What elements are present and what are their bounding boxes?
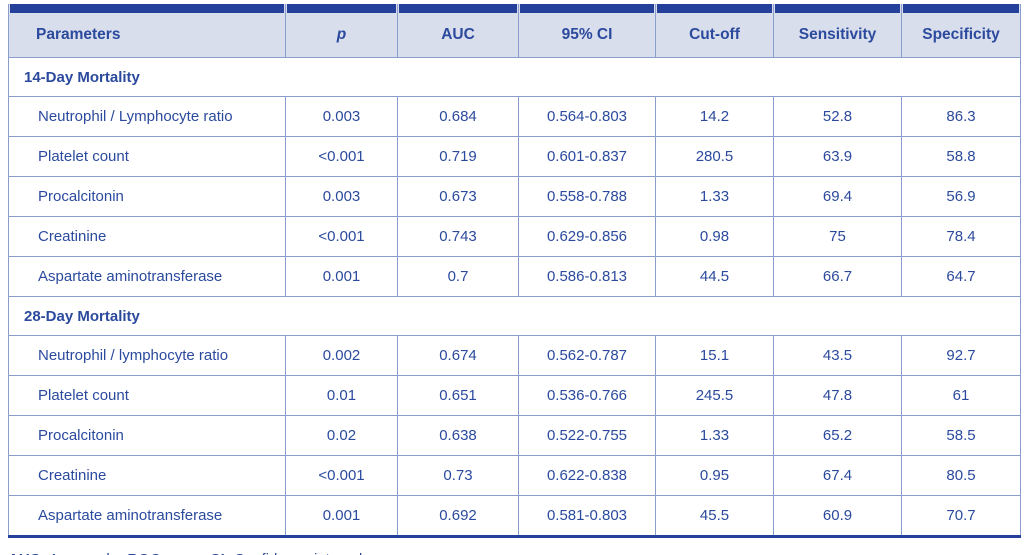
cell-sensitivity: 69.4 [773, 176, 902, 217]
header-cutoff: Cut-off [655, 4, 774, 58]
cell-cutoff: 15.1 [655, 335, 774, 376]
cell-p: 0.001 [285, 256, 398, 297]
cell-sensitivity: 60.9 [773, 495, 902, 537]
section-row-28-day: 28-Day Mortality [8, 296, 1021, 336]
cell-ci: 0.536-0.766 [518, 375, 656, 416]
table-row: Procalcitonin 0.02 0.638 0.522-0.755 1.3… [8, 415, 1021, 456]
cell-auc: 0.673 [397, 176, 519, 217]
cell-cutoff: 45.5 [655, 495, 774, 537]
table-footnote: AUC: Area under ROC curve, CI: Confidenc… [8, 551, 1024, 555]
cell-sensitivity: 75 [773, 216, 902, 257]
cell-specificity: 58.5 [901, 415, 1021, 456]
table-row: Creatinine <0.001 0.743 0.629-0.856 0.98… [8, 216, 1021, 257]
header-p-value: p [285, 4, 398, 58]
footnote-abbr-auc: AUC: [8, 551, 46, 555]
cell-auc: 0.73 [397, 455, 519, 496]
cell-p: <0.001 [285, 136, 398, 177]
cell-auc: 0.743 [397, 216, 519, 257]
cell-cutoff: 0.95 [655, 455, 774, 496]
cell-p: 0.003 [285, 96, 398, 137]
cell-parameter: Creatinine [8, 216, 286, 257]
cell-auc: 0.692 [397, 495, 519, 537]
footnote-def-ci: Confidence interval. [234, 551, 367, 555]
cell-p: 0.003 [285, 176, 398, 217]
cell-sensitivity: 47.8 [773, 375, 902, 416]
cell-ci: 0.586-0.813 [518, 256, 656, 297]
cell-sensitivity: 63.9 [773, 136, 902, 177]
cell-cutoff: 44.5 [655, 256, 774, 297]
cell-parameter: Procalcitonin [8, 415, 286, 456]
cell-parameter: Aspartate aminotransferase [8, 256, 286, 297]
cell-specificity: 58.8 [901, 136, 1021, 177]
footnote-def-auc: Area under ROC curve, [49, 551, 206, 555]
section-title: 28-Day Mortality [8, 296, 1021, 336]
cell-specificity: 64.7 [901, 256, 1021, 297]
header-specificity: Specificity [901, 4, 1021, 58]
table-row: Creatinine <0.001 0.73 0.622-0.838 0.95 … [8, 455, 1021, 496]
header-parameters: Parameters [8, 4, 286, 58]
cell-p: <0.001 [285, 455, 398, 496]
cell-cutoff: 245.5 [655, 375, 774, 416]
cell-specificity: 56.9 [901, 176, 1021, 217]
cell-p: <0.001 [285, 216, 398, 257]
cell-specificity: 70.7 [901, 495, 1021, 537]
table-row: Platelet count 0.01 0.651 0.536-0.766 24… [8, 375, 1021, 416]
cell-parameter: Neutrophil / Lymphocyte ratio [8, 96, 286, 137]
cell-parameter: Creatinine [8, 455, 286, 496]
cell-parameter: Procalcitonin [8, 176, 286, 217]
header-sensitivity: Sensitivity [773, 4, 902, 58]
table-row: Platelet count <0.001 0.719 0.601-0.837 … [8, 136, 1021, 177]
table-row: Neutrophil / Lymphocyte ratio 0.003 0.68… [8, 96, 1021, 137]
table-row: Procalcitonin 0.003 0.673 0.558-0.788 1.… [8, 176, 1021, 217]
header-auc: AUC [397, 4, 519, 58]
cell-p: 0.01 [285, 375, 398, 416]
table-row: Aspartate aminotransferase 0.001 0.692 0… [8, 495, 1021, 537]
cell-ci: 0.522-0.755 [518, 415, 656, 456]
cell-parameter: Aspartate aminotransferase [8, 495, 286, 537]
cell-specificity: 86.3 [901, 96, 1021, 137]
cell-p: 0.002 [285, 335, 398, 376]
cell-auc: 0.7 [397, 256, 519, 297]
cell-specificity: 80.5 [901, 455, 1021, 496]
roc-analysis-table: Parameters p AUC 95% CI Cut-off Sensitiv… [8, 4, 1021, 538]
section-title: 14-Day Mortality [8, 57, 1021, 97]
cell-sensitivity: 43.5 [773, 335, 902, 376]
cell-ci: 0.622-0.838 [518, 455, 656, 496]
cell-ci: 0.629-0.856 [518, 216, 656, 257]
cell-p: 0.02 [285, 415, 398, 456]
cell-parameter: Platelet count [8, 136, 286, 177]
cell-sensitivity: 65.2 [773, 415, 902, 456]
cell-auc: 0.684 [397, 96, 519, 137]
cell-specificity: 78.4 [901, 216, 1021, 257]
cell-auc: 0.638 [397, 415, 519, 456]
cell-auc: 0.651 [397, 375, 519, 416]
cell-ci: 0.601-0.837 [518, 136, 656, 177]
cell-auc: 0.674 [397, 335, 519, 376]
cell-cutoff: 1.33 [655, 415, 774, 456]
cell-ci: 0.581-0.803 [518, 495, 656, 537]
cell-auc: 0.719 [397, 136, 519, 177]
cell-p: 0.001 [285, 495, 398, 537]
cell-cutoff: 280.5 [655, 136, 774, 177]
header-95ci: 95% CI [518, 4, 656, 58]
section-row-14-day: 14-Day Mortality [8, 57, 1021, 97]
cell-ci: 0.558-0.788 [518, 176, 656, 217]
cell-ci: 0.562-0.787 [518, 335, 656, 376]
cell-sensitivity: 66.7 [773, 256, 902, 297]
cell-parameter: Neutrophil / lymphocyte ratio [8, 335, 286, 376]
cell-ci: 0.564-0.803 [518, 96, 656, 137]
cell-cutoff: 14.2 [655, 96, 774, 137]
cell-parameter: Platelet count [8, 375, 286, 416]
cell-specificity: 61 [901, 375, 1021, 416]
table-row: Neutrophil / lymphocyte ratio 0.002 0.67… [8, 335, 1021, 376]
cell-sensitivity: 67.4 [773, 455, 902, 496]
cell-sensitivity: 52.8 [773, 96, 902, 137]
footnote-abbr-ci: CI: [210, 551, 230, 555]
cell-cutoff: 1.33 [655, 176, 774, 217]
table-row: Aspartate aminotransferase 0.001 0.7 0.5… [8, 256, 1021, 297]
header-row: Parameters p AUC 95% CI Cut-off Sensitiv… [8, 4, 1021, 58]
cell-cutoff: 0.98 [655, 216, 774, 257]
cell-specificity: 92.7 [901, 335, 1021, 376]
